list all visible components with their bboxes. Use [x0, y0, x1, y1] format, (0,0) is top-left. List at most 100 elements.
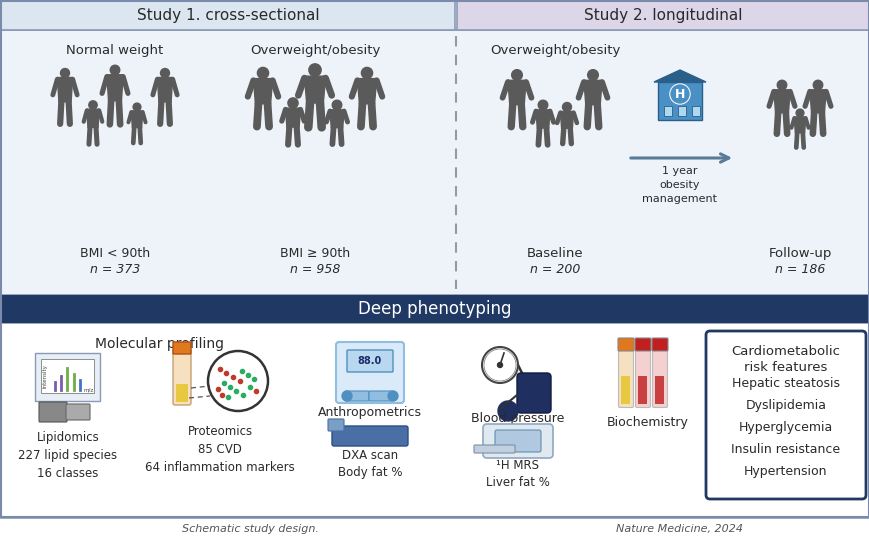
Circle shape — [61, 69, 70, 78]
Text: DXA scan
Body fat %: DXA scan Body fat % — [337, 449, 401, 479]
Text: Blood pressure: Blood pressure — [471, 412, 564, 425]
FancyBboxPatch shape — [705, 331, 865, 499]
FancyBboxPatch shape — [482, 424, 553, 458]
Text: Schematic study design.: Schematic study design. — [182, 524, 318, 534]
FancyBboxPatch shape — [347, 350, 393, 372]
Text: Insulin resistance: Insulin resistance — [731, 443, 839, 456]
Circle shape — [332, 100, 342, 110]
Circle shape — [497, 401, 517, 421]
Polygon shape — [507, 80, 526, 105]
Circle shape — [308, 64, 321, 76]
Text: Follow-up: Follow-up — [767, 247, 831, 260]
Text: Molecular profiling: Molecular profiling — [96, 337, 224, 351]
Circle shape — [813, 80, 822, 90]
Polygon shape — [809, 90, 826, 113]
Polygon shape — [87, 109, 99, 128]
Text: Cardiometabolic
risk features: Cardiometabolic risk features — [731, 345, 839, 374]
Text: Deep phenotyping: Deep phenotyping — [358, 301, 511, 318]
Circle shape — [257, 68, 269, 79]
Text: n = 186: n = 186 — [774, 263, 824, 276]
Circle shape — [133, 103, 141, 111]
Circle shape — [795, 109, 803, 117]
Polygon shape — [583, 80, 601, 105]
Circle shape — [670, 85, 688, 103]
Text: 88.0: 88.0 — [357, 356, 381, 366]
Text: ¹H MRS
Liver fat %: ¹H MRS Liver fat % — [486, 459, 549, 489]
Text: BMI < 90th: BMI < 90th — [80, 247, 149, 260]
FancyBboxPatch shape — [677, 106, 686, 116]
FancyBboxPatch shape — [652, 346, 667, 407]
FancyBboxPatch shape — [1, 295, 868, 323]
FancyBboxPatch shape — [368, 391, 393, 401]
Text: Biochemistry: Biochemistry — [607, 416, 688, 429]
FancyBboxPatch shape — [173, 349, 191, 405]
FancyBboxPatch shape — [634, 346, 650, 407]
Circle shape — [511, 70, 521, 80]
Text: BMI ≥ 90th: BMI ≥ 90th — [280, 247, 349, 260]
FancyBboxPatch shape — [651, 338, 667, 351]
Circle shape — [481, 347, 517, 383]
Polygon shape — [653, 70, 705, 82]
FancyBboxPatch shape — [173, 342, 191, 354]
Circle shape — [562, 102, 571, 111]
FancyBboxPatch shape — [345, 391, 368, 401]
Circle shape — [89, 101, 97, 109]
Text: 1 year
obesity
management: 1 year obesity management — [642, 166, 717, 204]
Polygon shape — [285, 108, 300, 127]
Polygon shape — [535, 110, 549, 128]
FancyBboxPatch shape — [638, 376, 647, 404]
FancyBboxPatch shape — [328, 419, 343, 431]
FancyBboxPatch shape — [634, 338, 650, 351]
FancyBboxPatch shape — [42, 359, 95, 393]
Text: Normal weight: Normal weight — [66, 44, 163, 57]
Polygon shape — [253, 79, 272, 104]
FancyBboxPatch shape — [1, 323, 868, 518]
FancyBboxPatch shape — [335, 342, 403, 403]
FancyBboxPatch shape — [657, 82, 701, 120]
Circle shape — [587, 70, 598, 80]
Polygon shape — [304, 76, 325, 103]
FancyBboxPatch shape — [516, 373, 550, 413]
FancyBboxPatch shape — [36, 353, 101, 401]
Text: Anthropometrics: Anthropometrics — [318, 406, 421, 419]
Text: Overweight/obesity: Overweight/obesity — [489, 44, 620, 57]
FancyBboxPatch shape — [1, 30, 868, 295]
FancyBboxPatch shape — [654, 376, 664, 404]
FancyBboxPatch shape — [456, 1, 868, 30]
Text: Lipidomics
227 lipid species
16 classes: Lipidomics 227 lipid species 16 classes — [18, 431, 117, 480]
Text: Study 2. longitudinal: Study 2. longitudinal — [583, 8, 741, 23]
Circle shape — [776, 80, 786, 90]
Text: Intensity: Intensity — [43, 364, 48, 388]
FancyBboxPatch shape — [620, 376, 630, 404]
Text: H: H — [674, 87, 685, 101]
Circle shape — [538, 100, 547, 110]
Polygon shape — [773, 90, 789, 113]
FancyBboxPatch shape — [617, 338, 634, 351]
FancyBboxPatch shape — [1, 1, 454, 30]
FancyBboxPatch shape — [618, 346, 633, 407]
Circle shape — [361, 68, 372, 79]
Polygon shape — [157, 78, 172, 102]
FancyBboxPatch shape — [39, 402, 67, 422]
Text: n = 958: n = 958 — [289, 263, 340, 276]
Text: Overweight/obesity: Overweight/obesity — [249, 44, 380, 57]
FancyBboxPatch shape — [691, 106, 700, 116]
Text: n = 200: n = 200 — [529, 263, 580, 276]
Polygon shape — [131, 111, 143, 128]
FancyBboxPatch shape — [494, 430, 541, 452]
FancyBboxPatch shape — [66, 404, 90, 420]
Text: m/z: m/z — [83, 388, 94, 392]
Text: Proteomics
85 CVD
64 inflammation markers: Proteomics 85 CVD 64 inflammation marker… — [145, 425, 295, 474]
FancyBboxPatch shape — [474, 445, 514, 453]
Text: Hyperglycemia: Hyperglycemia — [738, 421, 833, 434]
Text: Hepatic steatosis: Hepatic steatosis — [731, 377, 839, 390]
Circle shape — [497, 362, 502, 368]
FancyBboxPatch shape — [663, 106, 671, 116]
Polygon shape — [107, 75, 123, 101]
Polygon shape — [57, 78, 73, 102]
Text: Baseline: Baseline — [526, 247, 582, 260]
Text: Dyslipidemia: Dyslipidemia — [745, 399, 826, 412]
Circle shape — [342, 391, 352, 401]
Circle shape — [161, 69, 169, 78]
Text: Study 1. cross-sectional: Study 1. cross-sectional — [136, 8, 319, 23]
